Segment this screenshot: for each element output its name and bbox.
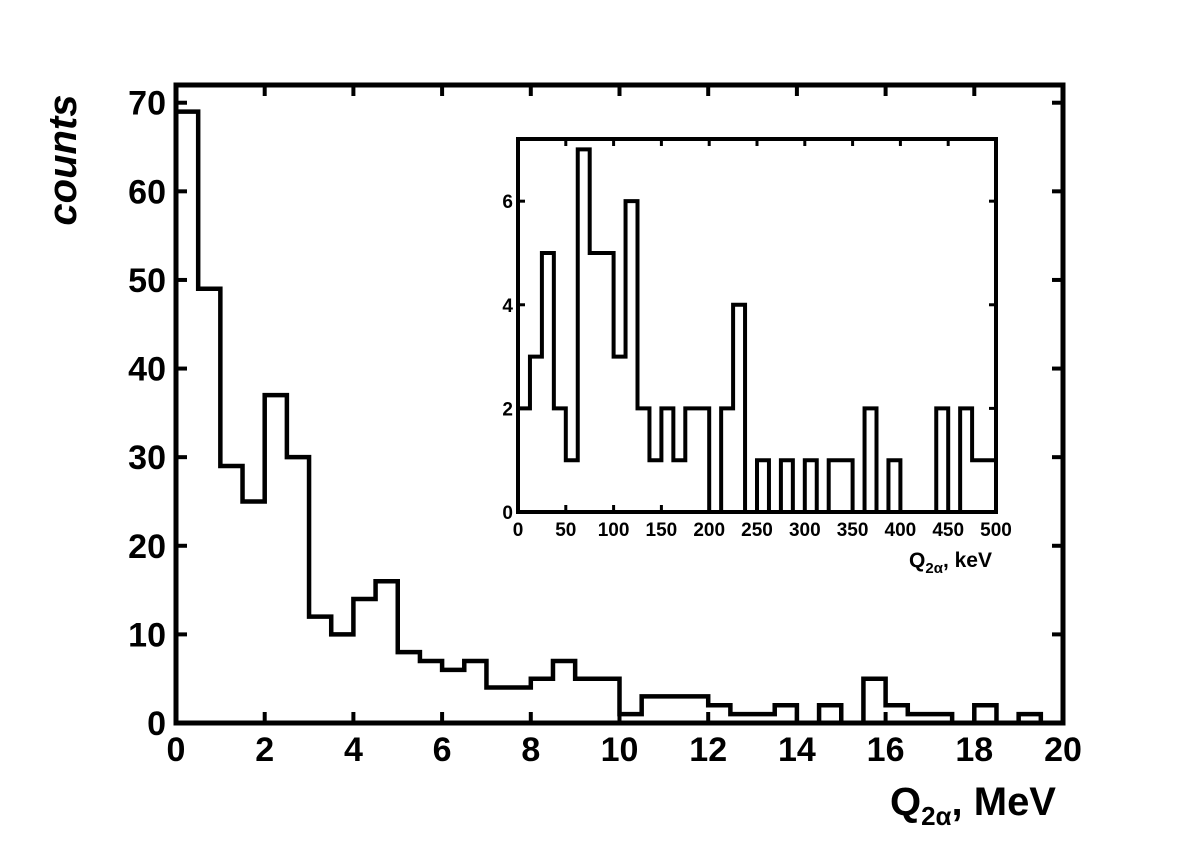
main-y-tick-label: 0	[147, 705, 166, 743]
main-x-tick-label: 20	[1044, 731, 1082, 769]
inset-x-tick-label: 300	[789, 520, 821, 541]
main-y-axis-label: counts	[41, 94, 85, 225]
main-x-tick-label: 18	[955, 731, 993, 769]
inset-x-tick-label: 0	[513, 520, 524, 541]
main-x-tick-label: 16	[867, 731, 905, 769]
inset-y-tick-label: 6	[502, 192, 513, 213]
inset-x-tick-label: 200	[693, 520, 725, 541]
main-y-tick-label: 10	[128, 616, 166, 654]
main-x-tick-label: 0	[167, 731, 186, 769]
main-x-tick-label: 10	[601, 731, 639, 769]
main-y-tick-label: 60	[128, 173, 166, 211]
inset-y-tick-label: 2	[502, 399, 513, 420]
inset-tick-labels: 0 50 100 150 200 250 300 350 400 450 500 0 2 4 6	[502, 192, 1011, 541]
inset-y-tick-label: 4	[502, 296, 513, 317]
inset-x-tick-label: 150	[646, 520, 678, 541]
main-y-tick-label: 50	[128, 262, 166, 300]
inset-x-tick-label: 50	[555, 520, 576, 541]
main-x-tick-label: 6	[433, 731, 452, 769]
inset-x-tick-label: 500	[980, 520, 1012, 541]
inset-x-tick-label: 400	[885, 520, 917, 541]
main-y-tick-label: 30	[128, 439, 166, 477]
main-y-tick-label: 40	[128, 351, 166, 389]
main-x-axis-label: Q2α, MeV	[890, 780, 1056, 831]
inset-x-tick-label: 250	[741, 520, 773, 541]
main-y-tick-label: 20	[128, 528, 166, 566]
inset-x-tick-label: 100	[598, 520, 630, 541]
main-y-tick-label: 70	[128, 85, 166, 123]
inset-y-tick-label: 0	[502, 503, 513, 524]
main-x-tick-label: 4	[344, 731, 363, 769]
inset-plot-background	[518, 139, 996, 512]
main-histogram-series	[173, 109, 1063, 726]
inset-x-axis-label: Q2α, keV	[909, 549, 992, 577]
main-x-tick-label: 12	[689, 731, 727, 769]
inset-plot-frame	[516, 137, 998, 514]
main-x-tick-label: 8	[521, 731, 540, 769]
inset-x-tick-label: 450	[932, 520, 964, 541]
main-x-tick-label: 2	[255, 731, 274, 769]
inset-x-tick-label: 350	[837, 520, 869, 541]
main-x-tick-label: 14	[778, 731, 816, 769]
